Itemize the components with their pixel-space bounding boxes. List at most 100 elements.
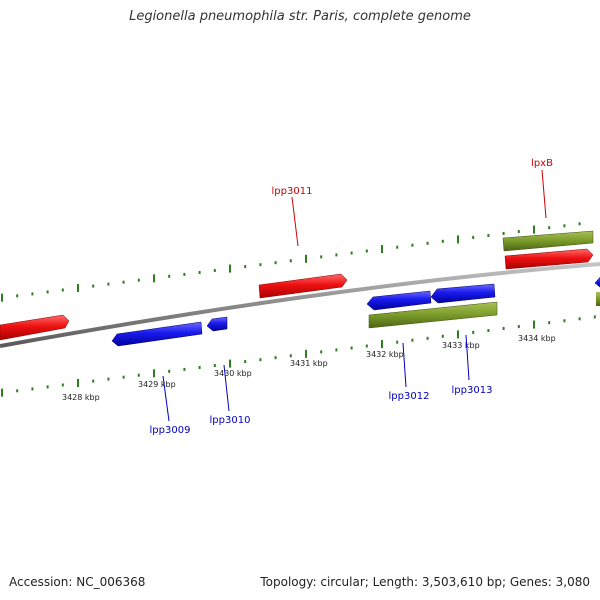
reverse-tick bbox=[578, 317, 581, 321]
label-lpp3009[interactable]: lpp3009 bbox=[150, 425, 191, 436]
cds-lpp3013[interactable] bbox=[430, 283, 496, 304]
reverse-tick bbox=[381, 340, 383, 349]
reverse-tick bbox=[548, 321, 551, 325]
forward-tick bbox=[457, 235, 459, 244]
reverse-tick bbox=[229, 359, 231, 368]
gene-edge-right[interactable] bbox=[596, 292, 600, 306]
reverse-tick bbox=[350, 346, 353, 350]
forward-tick bbox=[548, 226, 551, 230]
reverse-tick bbox=[259, 358, 262, 362]
cds-lpp3010[interactable] bbox=[206, 316, 228, 332]
leader-lpp3011 bbox=[291, 196, 299, 247]
forward-tick bbox=[183, 272, 186, 276]
reverse-tick bbox=[441, 334, 444, 338]
forward-tick bbox=[426, 241, 429, 245]
cds-lpxB[interactable] bbox=[504, 248, 594, 270]
footer-stats: Topology: circular; Length: 3,503,610 bp… bbox=[260, 575, 590, 589]
reverse-tick bbox=[593, 315, 596, 319]
scale-label-3434: 3434 kbp bbox=[518, 334, 556, 343]
reverse-tick bbox=[502, 327, 505, 330]
reverse-tick bbox=[61, 383, 64, 387]
cds-lpp3009[interactable] bbox=[111, 321, 203, 347]
reverse-tick bbox=[16, 389, 19, 393]
reverse-tick bbox=[563, 319, 566, 323]
reverse-tick bbox=[1, 388, 3, 397]
map-title: Legionella pneumophila str. Paris, compl… bbox=[129, 9, 471, 24]
reverse-tick bbox=[457, 330, 459, 339]
scale-label-3432: 3432 kbp bbox=[366, 350, 404, 359]
forward-tick bbox=[411, 243, 414, 247]
reverse-tick bbox=[396, 340, 399, 344]
forward-tick bbox=[487, 234, 490, 237]
forward-tick bbox=[259, 263, 262, 267]
label-lpp3011[interactable]: lpp3011 bbox=[272, 186, 313, 197]
leader-lpp3009 bbox=[162, 375, 170, 422]
reverse-cds-features bbox=[111, 276, 600, 347]
scale-label-3433: 3433 kbp bbox=[442, 341, 480, 350]
forward-tick bbox=[61, 288, 64, 292]
forward-tick bbox=[229, 264, 231, 273]
reverse-tick-row bbox=[1, 315, 596, 397]
leader-lpxB bbox=[541, 169, 547, 219]
cds-edge-right[interactable] bbox=[594, 276, 600, 288]
reverse-tick bbox=[198, 366, 201, 369]
cds-lpp3012[interactable] bbox=[366, 290, 432, 311]
scale-label-3428: 3428 kbp bbox=[62, 393, 100, 402]
reverse-tick bbox=[168, 369, 171, 373]
forward-tick bbox=[77, 284, 79, 292]
reverse-tick bbox=[274, 356, 277, 360]
forward-tick bbox=[92, 284, 95, 288]
forward-tick bbox=[289, 259, 292, 263]
forward-tick bbox=[335, 253, 338, 257]
forward-tick bbox=[517, 230, 520, 234]
reverse-tick bbox=[153, 369, 155, 378]
reverse-tick bbox=[517, 325, 520, 329]
gene-lpxB[interactable] bbox=[502, 230, 594, 252]
label-leaders bbox=[162, 169, 547, 422]
forward-tick bbox=[168, 274, 171, 278]
reverse-tick bbox=[487, 329, 490, 332]
reverse-tick bbox=[289, 354, 292, 358]
forward-tick bbox=[198, 271, 201, 274]
gene-lpp3012-3013[interactable] bbox=[368, 301, 498, 329]
reverse-tick bbox=[92, 379, 95, 383]
forward-tick bbox=[107, 282, 110, 286]
forward-gene-features bbox=[502, 230, 600, 306]
footer-accession: Accession: NC_006368 bbox=[9, 575, 146, 589]
forward-cds-features bbox=[0, 248, 594, 341]
label-lpxB[interactable]: lpxB bbox=[531, 158, 553, 169]
scale-label-3431: 3431 kbp bbox=[290, 359, 328, 368]
leader-lpp3010 bbox=[223, 364, 230, 412]
leader-lpp3013 bbox=[465, 334, 470, 381]
leader-lpp3012 bbox=[402, 342, 407, 388]
reverse-tick bbox=[31, 387, 34, 391]
label-lpp3013[interactable]: lpp3013 bbox=[452, 385, 493, 396]
reverse-tick bbox=[472, 330, 475, 334]
forward-tick bbox=[350, 251, 353, 255]
forward-tick bbox=[31, 292, 34, 296]
forward-tick bbox=[137, 278, 140, 282]
forward-tick bbox=[441, 239, 444, 243]
reverse-tick bbox=[533, 320, 535, 329]
forward-tick bbox=[274, 261, 277, 265]
forward-tick bbox=[1, 293, 3, 302]
forward-tick bbox=[213, 269, 216, 272]
forward-tick bbox=[563, 224, 566, 228]
reverse-tick bbox=[77, 379, 79, 387]
forward-tick bbox=[365, 249, 368, 253]
label-lpp3012[interactable]: lpp3012 bbox=[389, 391, 430, 402]
forward-tick bbox=[16, 294, 19, 298]
cds-left-edge[interactable] bbox=[0, 314, 70, 341]
reverse-tick bbox=[411, 338, 414, 342]
reverse-tick bbox=[320, 350, 323, 354]
reverse-tick bbox=[122, 375, 125, 379]
gene-labels: lpp3011 lpxB lpp3009 lpp3010 lpp3012 lpp… bbox=[150, 158, 554, 436]
scale-labels: 3428 kbp 3429 kbp 3430 kbp 3431 kbp 3432… bbox=[62, 334, 556, 402]
reverse-tick bbox=[335, 348, 338, 352]
forward-tick bbox=[381, 245, 383, 254]
reverse-tick bbox=[137, 373, 140, 377]
forward-tick bbox=[396, 245, 399, 249]
reverse-tick bbox=[213, 364, 216, 367]
cds-lpp3011[interactable] bbox=[258, 273, 348, 299]
label-lpp3010[interactable]: lpp3010 bbox=[210, 415, 251, 426]
